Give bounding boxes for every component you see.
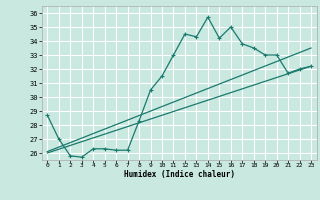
X-axis label: Humidex (Indice chaleur): Humidex (Indice chaleur) — [124, 170, 235, 179]
